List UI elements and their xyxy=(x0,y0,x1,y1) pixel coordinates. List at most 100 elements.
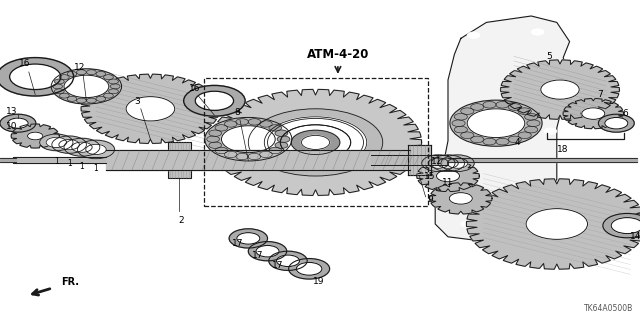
Polygon shape xyxy=(435,16,570,240)
Circle shape xyxy=(598,114,634,132)
Circle shape xyxy=(461,108,474,115)
Circle shape xyxy=(508,136,522,143)
Text: 11: 11 xyxy=(431,157,442,166)
Circle shape xyxy=(40,134,73,151)
Circle shape xyxy=(275,142,288,148)
Circle shape xyxy=(195,91,234,110)
Circle shape xyxy=(52,84,63,89)
Circle shape xyxy=(483,101,496,108)
Polygon shape xyxy=(429,183,492,214)
Circle shape xyxy=(86,144,106,155)
Circle shape xyxy=(248,242,287,261)
Circle shape xyxy=(46,137,67,148)
Circle shape xyxy=(0,114,36,132)
Circle shape xyxy=(268,118,364,166)
Text: 16: 16 xyxy=(19,59,30,68)
Circle shape xyxy=(109,79,118,84)
Text: 6: 6 xyxy=(622,109,628,118)
Circle shape xyxy=(301,135,330,149)
Circle shape xyxy=(428,158,449,168)
Polygon shape xyxy=(81,74,220,143)
Circle shape xyxy=(51,69,122,104)
Text: 7: 7 xyxy=(598,90,603,99)
Circle shape xyxy=(229,229,268,248)
Circle shape xyxy=(110,84,120,89)
Text: 14: 14 xyxy=(630,232,640,241)
Circle shape xyxy=(264,117,367,168)
Circle shape xyxy=(64,138,100,156)
Bar xyxy=(168,142,191,178)
Circle shape xyxy=(438,158,458,168)
Circle shape xyxy=(541,80,579,99)
Circle shape xyxy=(96,71,106,76)
Text: 1: 1 xyxy=(67,159,72,168)
Circle shape xyxy=(215,147,228,154)
Circle shape xyxy=(544,128,557,134)
Circle shape xyxy=(260,121,272,127)
Circle shape xyxy=(603,213,640,238)
Circle shape xyxy=(256,245,279,257)
Circle shape xyxy=(237,233,260,244)
Circle shape xyxy=(277,136,290,142)
Circle shape xyxy=(52,136,86,153)
Circle shape xyxy=(207,136,220,142)
Text: 2: 2 xyxy=(179,216,184,225)
Circle shape xyxy=(205,117,292,161)
Circle shape xyxy=(225,151,237,158)
Circle shape xyxy=(59,140,79,150)
Text: 17: 17 xyxy=(232,239,244,248)
Circle shape xyxy=(60,93,69,98)
Circle shape xyxy=(109,89,118,94)
Circle shape xyxy=(496,101,509,108)
Circle shape xyxy=(77,98,86,103)
Circle shape xyxy=(0,58,74,96)
Circle shape xyxy=(525,114,538,120)
Circle shape xyxy=(269,251,307,270)
Circle shape xyxy=(296,262,322,275)
Text: 1: 1 xyxy=(93,164,99,173)
Circle shape xyxy=(28,132,43,140)
Circle shape xyxy=(452,120,465,126)
Circle shape xyxy=(280,125,351,160)
Circle shape xyxy=(54,79,64,84)
Circle shape xyxy=(441,155,474,172)
Circle shape xyxy=(289,259,330,279)
Text: 13: 13 xyxy=(6,107,18,116)
Text: 12: 12 xyxy=(74,63,86,72)
Circle shape xyxy=(8,118,28,128)
Circle shape xyxy=(467,109,525,138)
Circle shape xyxy=(209,142,221,148)
Circle shape xyxy=(582,108,605,119)
Circle shape xyxy=(291,130,340,155)
Circle shape xyxy=(269,125,282,131)
Circle shape xyxy=(431,155,465,172)
Circle shape xyxy=(67,96,77,101)
Circle shape xyxy=(518,132,531,139)
Circle shape xyxy=(184,85,245,116)
Text: 19: 19 xyxy=(313,277,324,286)
Circle shape xyxy=(447,158,468,168)
Circle shape xyxy=(54,89,64,94)
Polygon shape xyxy=(209,89,422,196)
Circle shape xyxy=(77,140,115,159)
Circle shape xyxy=(461,221,474,227)
Text: 17: 17 xyxy=(252,252,263,260)
Text: 1: 1 xyxy=(79,162,84,171)
Circle shape xyxy=(104,75,113,80)
Text: 3: 3 xyxy=(135,97,140,106)
Text: 5: 5 xyxy=(547,52,552,61)
Circle shape xyxy=(525,126,538,133)
Circle shape xyxy=(496,138,509,145)
Circle shape xyxy=(96,96,106,101)
Polygon shape xyxy=(417,160,479,192)
Circle shape xyxy=(518,230,531,237)
Circle shape xyxy=(454,126,467,133)
Circle shape xyxy=(221,126,275,153)
Text: 9: 9 xyxy=(428,196,433,204)
Circle shape xyxy=(126,97,175,121)
Text: 4: 4 xyxy=(515,138,520,147)
Circle shape xyxy=(470,104,484,110)
Text: 16: 16 xyxy=(189,84,201,93)
Circle shape xyxy=(248,153,260,160)
Circle shape xyxy=(77,70,86,75)
